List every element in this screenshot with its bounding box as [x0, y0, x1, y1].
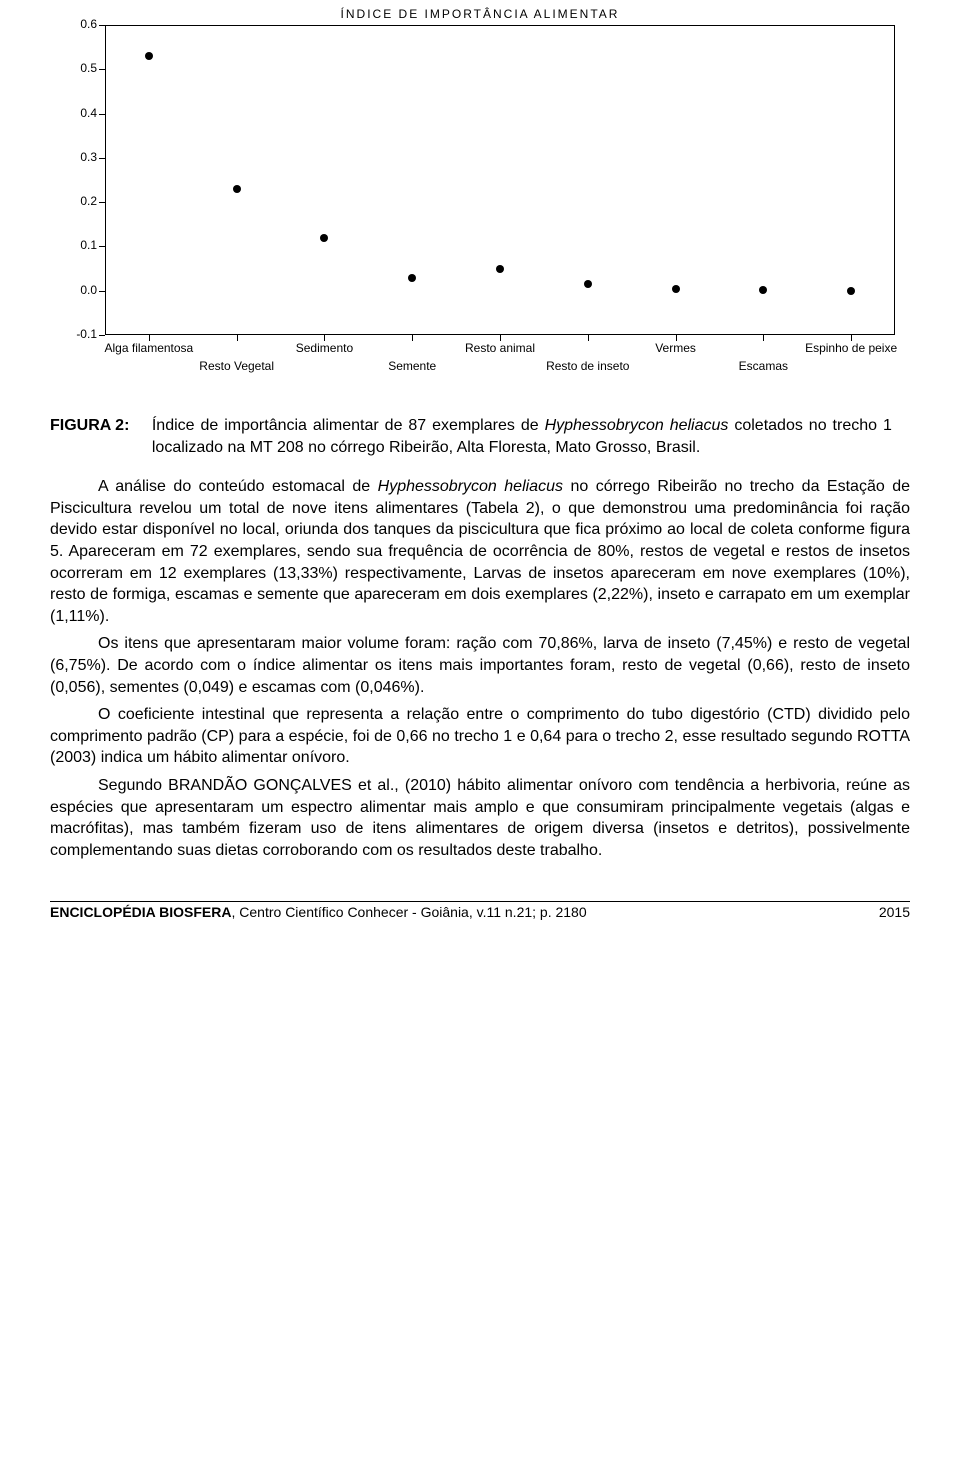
figure-label: FIGURA 2:: [50, 417, 129, 434]
data-point: [233, 185, 241, 193]
p1-species: Hyphessobrycon heliacus: [378, 478, 563, 495]
x-tick-label: Resto animal: [465, 341, 535, 355]
data-point: [320, 234, 328, 242]
x-tick: [237, 335, 238, 341]
paragraph-4: Segundo BRANDÃO GONÇALVES et al., (2010)…: [50, 775, 910, 861]
data-point: [847, 287, 855, 295]
y-tick-label: 0.4: [57, 106, 97, 120]
x-tick-label: Vermes: [655, 341, 696, 355]
x-tick-label: Espinho de peixe: [805, 341, 897, 355]
figure-caption: FIGURA 2: Índice de importância alimenta…: [50, 415, 910, 458]
y-tick: [99, 202, 105, 203]
figure-caption-text: Índice de importância alimentar de 87 ex…: [152, 415, 892, 458]
data-point: [408, 274, 416, 282]
y-tick: [99, 291, 105, 292]
chart-plot-area: [105, 25, 895, 335]
y-tick-label: 0.1: [57, 238, 97, 252]
x-tick-label: Sedimento: [296, 341, 353, 355]
footer-year: 2015: [879, 904, 910, 920]
data-point: [584, 280, 592, 288]
data-point: [759, 286, 767, 294]
data-point: [496, 265, 504, 273]
y-tick: [99, 246, 105, 247]
data-point: [672, 285, 680, 293]
x-tick-label: Alga filamentosa: [105, 341, 194, 355]
y-tick: [99, 25, 105, 26]
footer-left: ENCICLOPÉDIA BIOSFERA, Centro Científico…: [50, 904, 587, 920]
y-tick-label: 0.2: [57, 194, 97, 208]
x-tick-label: Semente: [388, 359, 436, 373]
page-footer: ENCICLOPÉDIA BIOSFERA, Centro Científico…: [50, 901, 910, 920]
x-tick-label: Escamas: [739, 359, 788, 373]
x-tick-label: Resto de inseto: [546, 359, 629, 373]
x-tick: [763, 335, 764, 341]
data-point: [145, 52, 153, 60]
p1-pre: A análise do conteúdo estomacal de: [98, 478, 378, 495]
paragraph-2: Os itens que apresentaram maior volume f…: [50, 633, 910, 698]
chart-title: ÍNDICE DE IMPORTÂNCIA ALIMENTAR: [55, 7, 905, 21]
y-tick: [99, 69, 105, 70]
y-tick-label: 0.6: [57, 17, 97, 31]
y-tick-label: 0.0: [57, 283, 97, 297]
y-tick: [99, 335, 105, 336]
y-tick: [99, 158, 105, 159]
paragraph-1: A análise do conteúdo estomacal de Hyphe…: [50, 476, 910, 627]
y-tick: [99, 114, 105, 115]
y-tick-label: 0.5: [57, 61, 97, 75]
y-tick-label: -0.1: [57, 327, 97, 341]
paragraph-3: O coeficiente intestinal que representa …: [50, 704, 910, 769]
y-tick-label: 0.3: [57, 150, 97, 164]
x-tick: [412, 335, 413, 341]
x-tick: [588, 335, 589, 341]
caption-pre: Índice de importância alimentar de 87 ex…: [152, 417, 545, 434]
x-tick-label: Resto Vegetal: [199, 359, 274, 373]
chart-container: ÍNDICE DE IMPORTÂNCIA ALIMENTAR -0.1 0.0 0…: [55, 5, 905, 395]
footer-citation: , Centro Científico Conhecer - Goiânia, …: [232, 904, 587, 920]
p1-post: no córrego Ribeirão no trecho da Estação…: [50, 478, 910, 625]
caption-species: Hyphessobrycon heliacus: [545, 417, 729, 434]
footer-journal: ENCICLOPÉDIA BIOSFERA: [50, 904, 232, 920]
